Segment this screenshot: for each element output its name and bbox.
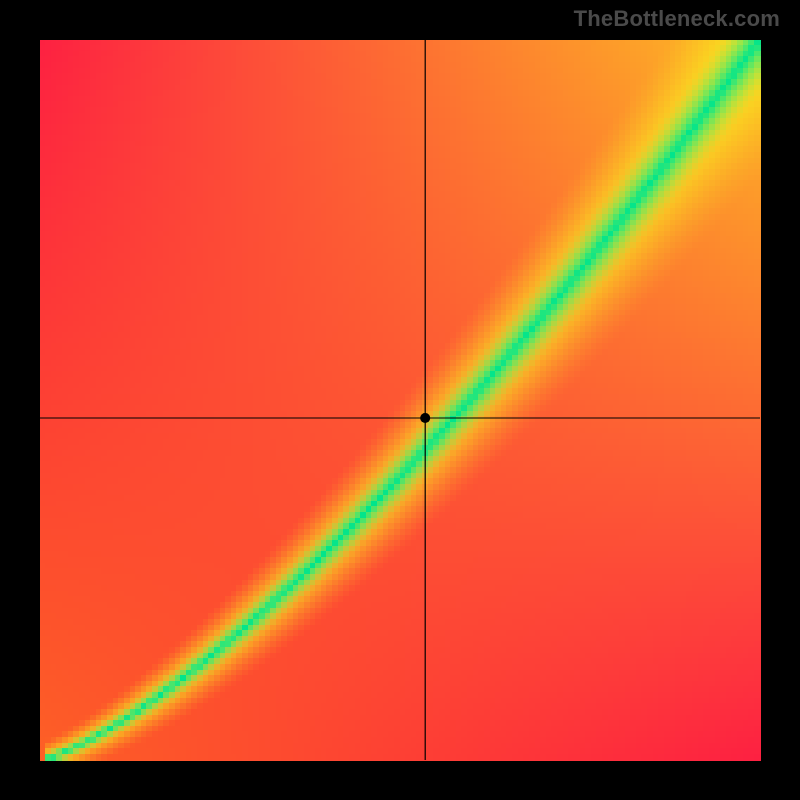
watermark-text: TheBottleneck.com (574, 6, 780, 32)
chart-container: TheBottleneck.com (0, 0, 800, 800)
bottleneck-heatmap (0, 0, 800, 800)
